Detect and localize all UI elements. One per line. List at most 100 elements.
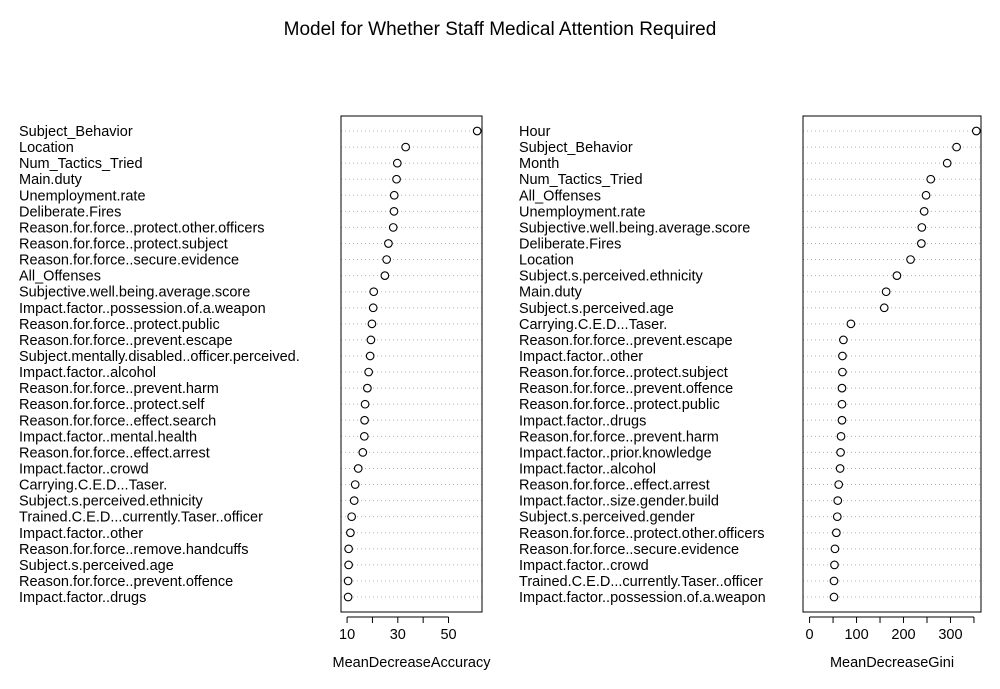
data-point [389,207,399,216]
plot-frame [802,115,982,613]
category-label: Num_Tactics_Tried [19,156,143,172]
category-label: Reason.for.force..effect.arrest [19,445,210,461]
category-label: All_Offenses [519,188,601,204]
category-label: Subjective.well.being.average.score [19,285,250,301]
data-point [829,576,839,586]
category-label: Num_Tactics_Tried [519,172,643,188]
category-label: Deliberate.Fires [19,204,121,220]
data-point [359,431,369,441]
data-point [392,158,402,168]
category-label: Subjective.well.being.average.score [519,220,750,236]
category-label: Reason.for.force..prevent.offence [519,381,733,397]
category-label: Subject.s.perceived.age [519,301,674,317]
data-point [917,239,926,248]
category-label: Reason.for.force..effect.arrest [519,478,710,494]
category-label: Subject.s.perceived.ethnicity [519,269,704,285]
x-axis-label: MeanDecreaseGini [830,655,954,671]
data-point [835,464,845,473]
data-point [472,126,482,136]
data-point [829,592,839,602]
data-point [919,207,929,216]
category-label: Main.duty [519,285,583,301]
category-label: Location [519,253,574,269]
category-label: Unemployment.rate [19,188,146,204]
data-point [392,174,401,184]
panel-1: Subject_BehaviorLocationNum_Tactics_Trie… [19,115,492,671]
category-label: Impact.factor..prior.knowledge [519,445,712,461]
category-label: Reason.for.force..prevent.escape [519,333,733,349]
x-tick-label: 50 [440,627,456,643]
category-label: Unemployment.rate [519,204,646,220]
category-label: Trained.C.E.D...currently.Taser..officer [519,574,763,590]
x-tick-label: 10 [339,627,355,643]
category-label: Reason.for.force..secure.evidence [519,542,739,558]
data-point [344,544,353,554]
data-point [366,335,376,345]
data-point [349,496,359,505]
data-point [369,287,379,297]
category-label: Impact.factor..drugs [19,590,146,606]
data-point [838,351,847,361]
category-label: Reason.for.force..protect.public [19,317,220,333]
category-label: Hour [519,124,551,140]
category-label: Carrying.C.E.D...Taser. [19,478,167,494]
x-tick-label: 100 [844,627,868,643]
x-tick-label: 300 [938,627,962,643]
data-point [839,335,848,345]
data-point [846,319,856,329]
category-label: Trained.C.E.D...currently.Taser..officer [19,510,263,526]
data-point [363,383,372,393]
data-point [921,190,931,200]
data-point [358,448,368,457]
data-point [832,512,842,522]
data-point [388,223,398,232]
category-label: Impact.factor..drugs [519,413,646,429]
data-point [837,383,847,393]
category-label: Impact.factor..size.gender.build [519,494,719,510]
data-point [360,415,369,425]
data-point [347,512,357,522]
data-point [353,464,363,473]
category-label: All_Offenses [19,269,101,285]
category-label: Deliberate.Fires [519,236,621,252]
data-point [364,367,373,377]
data-point [926,174,936,184]
category-label: Impact.factor..crowd [519,558,649,574]
category-label: Impact.factor..other [519,349,643,365]
data-point [389,190,399,200]
category-label: Main.duty [19,172,83,188]
category-label: Reason.for.force..prevent.escape [19,333,233,349]
category-label: Impact.factor..alcohol [19,365,156,381]
category-label: Impact.factor..alcohol [519,461,656,477]
plot-frame [340,115,483,613]
data-point [365,351,375,361]
x-tick-label: 30 [390,627,406,643]
data-point [881,287,891,297]
category-label: Reason.for.force..remove.handcuffs [19,542,248,558]
data-point [879,303,889,313]
category-label: Reason.for.force..protect.public [519,397,720,413]
category-label: Carrying.C.E.D...Taser. [519,317,667,333]
category-label: Reason.for.force..protect.other.officers [519,526,765,542]
category-label: Reason.for.force..secure.evidence [19,253,239,269]
category-label: Subject_Behavior [19,124,133,140]
category-label: Subject.s.perceived.age [19,558,174,574]
category-label: Subject.s.perceived.ethnicity [19,494,204,510]
x-axis-label: MeanDecreaseAccuracy [333,655,492,671]
category-label: Reason.for.force..protect.subject [19,236,228,252]
category-label: Reason.for.force..prevent.offence [19,574,233,590]
data-point [834,480,844,489]
category-label: Impact.factor..crowd [19,461,149,477]
data-point [344,560,353,570]
data-point [942,158,952,168]
category-label: Reason.for.force..protect.self [19,397,205,413]
data-point [382,255,391,264]
data-point [367,319,377,329]
data-point [906,255,915,264]
category-label: Subject.mentally.disabled..officer.perce… [19,349,300,365]
category-label: Impact.factor..other [19,526,143,542]
category-label: Location [19,140,74,156]
data-point [917,223,927,232]
data-point [831,528,841,538]
